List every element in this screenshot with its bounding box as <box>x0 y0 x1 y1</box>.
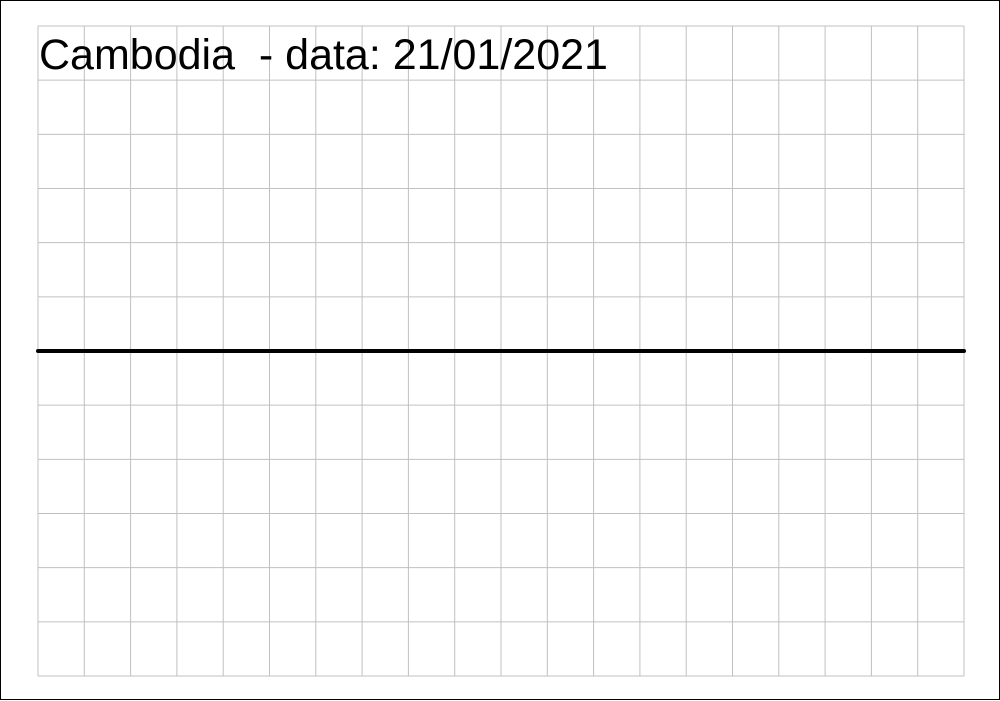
chart-title: Cambodia - data: 21/01/2021 <box>39 31 608 79</box>
